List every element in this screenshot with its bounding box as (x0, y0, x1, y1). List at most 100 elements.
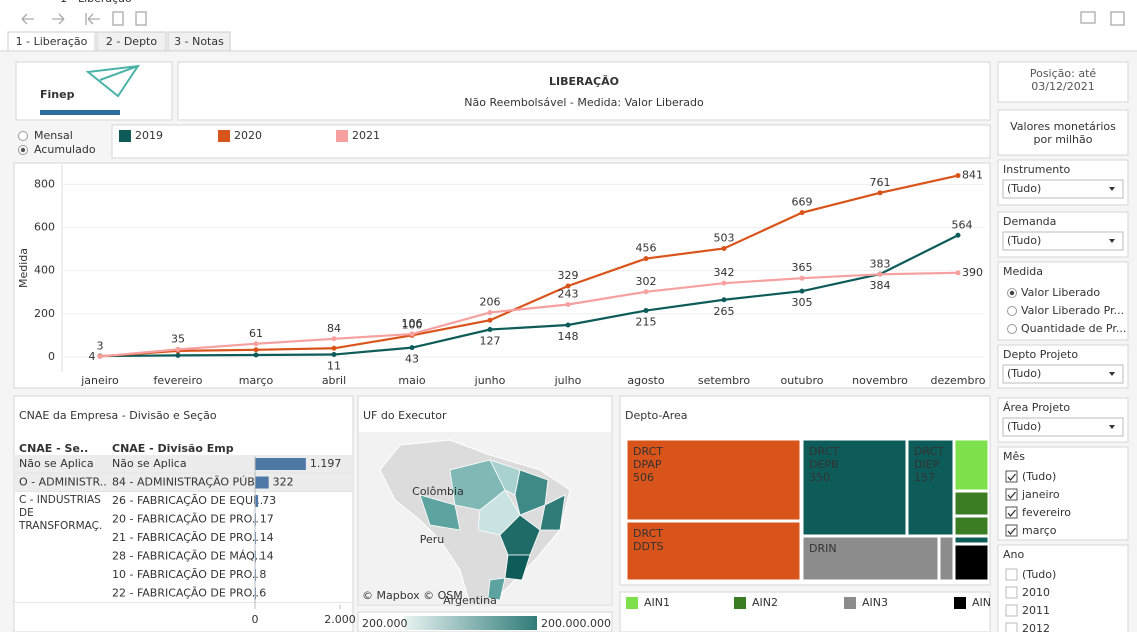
division-label: 26 - FABRICAÇÃO DE EQUI.. (112, 494, 263, 507)
cell-label: DRCT (809, 445, 839, 458)
dropdown[interactable] (1002, 179, 1124, 199)
tab-label: 1 - Liberação (16, 35, 88, 48)
legend-swatch (954, 597, 966, 609)
x-tick-label: abril (322, 374, 346, 387)
data-point (721, 297, 727, 303)
data-label: 100 (402, 318, 423, 331)
legend-label: 2019 (135, 129, 163, 142)
radio[interactable] (1007, 306, 1017, 316)
checkbox[interactable] (1005, 488, 1018, 501)
check-mark (1007, 509, 1016, 518)
treemap-cell[interactable] (954, 491, 989, 516)
data-label: 365 (792, 261, 813, 274)
cell-label: DRCT (633, 527, 663, 540)
data-point (487, 317, 493, 323)
treemap-cell[interactable] (939, 536, 954, 581)
data-point (799, 210, 805, 216)
radio[interactable] (18, 131, 28, 141)
map-place-label: Peru (420, 533, 445, 546)
data-point (409, 345, 415, 351)
tab-label: 2 - Depto (106, 35, 157, 48)
comment-icon (1080, 11, 1096, 24)
logo-text: Finep (40, 88, 75, 101)
filter-label: Depto Projeto (1003, 348, 1078, 361)
note-text-box: Valores monetários por milhão (1010, 120, 1116, 146)
treemap-cell[interactable] (626, 521, 801, 581)
checkbox[interactable] (1005, 586, 1018, 599)
cell-label: DDTS (633, 540, 664, 553)
back-icon (21, 13, 34, 25)
revert-icon (85, 13, 100, 25)
data-point (253, 347, 259, 353)
filter-label: Mês (1003, 450, 1025, 463)
tab[interactable] (7, 31, 96, 52)
data-label: 456 (636, 242, 657, 255)
data-label: 4 (89, 350, 96, 363)
data-label: 265 (714, 305, 735, 318)
bar (255, 458, 306, 470)
logo-band (40, 110, 120, 115)
data-point (175, 346, 181, 352)
check-label: 2012 (1022, 622, 1050, 632)
treemap-cell[interactable] (802, 536, 939, 581)
data-point (97, 353, 103, 359)
map-place-label: Colômbia (412, 485, 464, 498)
treemap-cell[interactable] (954, 536, 989, 544)
refresh-icon (112, 11, 124, 26)
treemap-cell[interactable] (802, 439, 907, 536)
radio-label: Quantidade de Pr... (1021, 322, 1126, 335)
dropdown-arrow (1109, 239, 1115, 243)
panel-title: CNAE da Empresa - Divisão e Seção (19, 409, 217, 422)
division-label: 28 - FABRICAÇÃO DE MÁQ.. (112, 550, 262, 563)
filter-label: Instrumento (1003, 163, 1071, 176)
dropdown[interactable] (1002, 231, 1124, 251)
data-point (643, 256, 649, 262)
tab[interactable] (96, 31, 167, 52)
data-label: 302 (636, 275, 657, 288)
tab[interactable] (167, 31, 231, 52)
checkbox[interactable] (1005, 622, 1018, 632)
division-label: 21 - FABRICAÇÃO DE PRO.. (112, 531, 259, 544)
treemap-cell[interactable] (954, 439, 989, 491)
data-label: 206 (480, 295, 501, 308)
cell-label: DEPB (809, 458, 839, 471)
x-tick-label: março (239, 374, 274, 387)
map-place-label: Argentina (443, 594, 497, 607)
section-label: Não se Aplica (19, 457, 94, 470)
data-label: 564 (952, 218, 973, 231)
x-tick-label: maio (398, 374, 426, 387)
checkbox[interactable] (1005, 568, 1018, 581)
state (514, 469, 549, 516)
treemap-cell[interactable] (954, 516, 989, 536)
data-point (565, 283, 571, 289)
data-label: 215 (636, 316, 657, 329)
map-attribution: © Mapbox © OSM (362, 589, 463, 602)
bar (255, 476, 269, 489)
data-label: 84 (327, 322, 341, 335)
cell-label: 350 (809, 471, 830, 484)
checkbox[interactable] (1005, 524, 1018, 537)
x-tick-label: agosto (627, 374, 664, 387)
checkbox[interactable] (1005, 506, 1018, 519)
data-point (799, 288, 805, 294)
y-tick-label: 600 (34, 221, 55, 234)
data-label: 43 (405, 353, 419, 366)
checkbox[interactable] (1005, 470, 1018, 483)
data-label: 390 (962, 266, 983, 279)
legend-min: 200.000 (362, 617, 408, 630)
treemap-cell[interactable] (626, 439, 801, 521)
radio[interactable] (1007, 324, 1017, 334)
x-tick-label: janeiro (80, 374, 119, 387)
treemap-cell[interactable] (954, 544, 989, 581)
checkbox[interactable] (1005, 604, 1018, 617)
treemap-cell[interactable] (907, 439, 954, 536)
dropdown[interactable] (1002, 364, 1124, 384)
data-point (955, 173, 961, 179)
dropdown[interactable] (1002, 417, 1124, 437)
y-tick-label: 200 (34, 307, 55, 320)
data-point (175, 352, 181, 358)
check-label: março (1022, 524, 1057, 537)
state (499, 514, 541, 556)
data-label: 148 (558, 330, 579, 343)
data-label: 11 (327, 360, 341, 373)
